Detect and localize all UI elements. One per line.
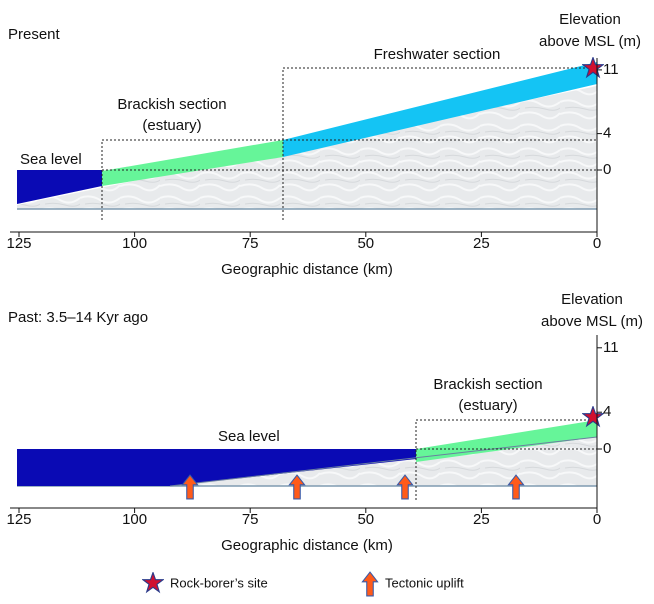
section-label: Brackish section [433,376,542,393]
section-label: Freshwater section [374,46,501,63]
panel-title: Present [8,26,61,43]
y-tick-label: 0 [603,161,611,178]
y-tick-label: 0 [603,440,611,457]
elevation-label: Elevation [561,291,623,308]
brackish-water [416,420,597,462]
past-diagram [17,406,604,500]
legend-label: Tectonic uplift [385,575,464,590]
x-tick-label: 125 [6,235,31,252]
y-tick-label: 4 [603,403,611,420]
legend-label: Rock-borer’s site [170,575,268,590]
x-tick-label: 0 [593,511,601,528]
section-label: Brackish section [117,96,226,113]
section-label: (estuary) [142,117,201,134]
panel-title: Past: 3.5–14 Kyr ago [8,309,148,326]
y-tick-label: 4 [603,125,611,142]
freshwater [283,62,597,157]
x-tick-label: 25 [473,235,490,252]
brackish-water [102,140,283,186]
elevation-label: above MSL (m) [539,33,641,50]
legend-arrow [361,571,379,597]
section-box [415,419,597,500]
x-tick-label: 50 [357,511,374,528]
x-tick-label: 25 [473,511,490,528]
sea-level-label: Sea level [20,151,82,168]
y-tick-label: 11 [603,339,619,356]
x-tick-label: 75 [242,511,259,528]
present-diagram [17,57,604,220]
ground [416,437,597,486]
x-tick-label: 0 [593,235,601,252]
ground-surface [169,436,598,487]
x-axis-title: Geographic distance (km) [221,261,393,278]
section-label: (estuary) [458,397,517,414]
elevation-label: Elevation [559,11,621,28]
x-tick-label: 125 [6,511,31,528]
section-box [101,67,597,220]
sea [17,449,416,486]
x-tick-label: 100 [122,235,147,252]
x-tick-label: 75 [242,235,259,252]
elevation-label: above MSL (m) [541,313,643,330]
sea [17,170,102,204]
x-tick-label: 50 [357,235,374,252]
sea-level-label: Sea level [218,428,280,445]
legend: Rock-borer’s site Tectonic uplift [142,571,464,597]
legend-star [142,572,164,593]
x-tick-label: 100 [122,511,147,528]
y-tick-label: 11 [603,61,619,78]
x-axis-title: Geographic distance (km) [221,537,393,554]
